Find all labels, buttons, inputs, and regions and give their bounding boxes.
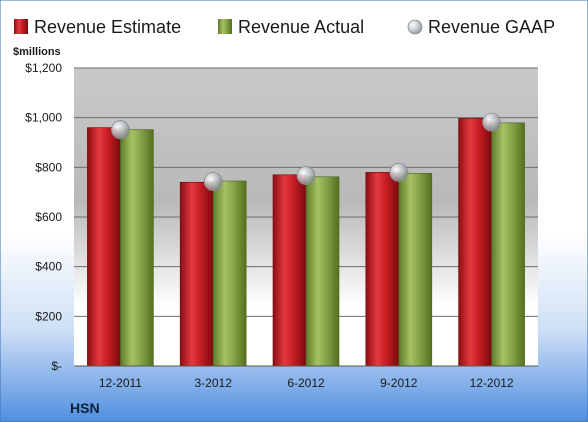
bar-revenue-actual xyxy=(120,129,154,367)
marker-revenue-gaap xyxy=(389,162,409,182)
x-tick-label: 3-2012 xyxy=(195,376,233,390)
x-tick-label: 9-2012 xyxy=(380,376,418,390)
company-label: HSN xyxy=(70,400,100,416)
legend-label: Revenue Actual xyxy=(238,17,364,37)
y-tick-label: $- xyxy=(51,359,62,373)
y-tick-label: $800 xyxy=(35,160,62,174)
bar-revenue-actual xyxy=(305,176,340,367)
bar-revenue-actual xyxy=(398,172,433,367)
legend-swatch xyxy=(14,19,28,34)
legend-label: Revenue Estimate xyxy=(34,17,181,37)
y-tick-label: $400 xyxy=(35,260,62,274)
y-tick-label: $1,000 xyxy=(25,111,62,125)
y-axis-ticks: $- $200 $400 $600 $800 $1,000 $1,200 xyxy=(25,61,62,373)
marker-revenue-gaap xyxy=(482,112,502,132)
marker-revenue-gaap xyxy=(111,120,130,139)
y-tick-label: $600 xyxy=(35,210,62,224)
legend: Revenue Estimate Revenue Actual Revenue GA… xyxy=(14,17,555,37)
bar-revenue-actual xyxy=(491,122,525,367)
bar-revenue-estimate xyxy=(179,181,214,367)
marker-revenue-gaap xyxy=(296,166,316,185)
bar-revenue-estimate xyxy=(458,118,492,367)
legend-label: Revenue GAAP xyxy=(428,17,555,37)
gaap-markers xyxy=(111,112,502,191)
y-tick-label: $1,200 xyxy=(25,61,62,75)
y-tick-label: $200 xyxy=(35,309,62,323)
marker-revenue-gaap xyxy=(203,172,223,191)
bar-revenue-estimate xyxy=(365,172,400,367)
x-tick-label: 12-2011 xyxy=(99,376,142,390)
x-axis-ticks: 12-2011 3-2012 6-2012 9-2012 12-2012 xyxy=(99,376,514,390)
bar-revenue-estimate xyxy=(272,174,307,367)
y-axis-label: $millions xyxy=(13,46,61,58)
x-tick-label: 12-2012 xyxy=(470,376,514,390)
x-tick-label: 6-2012 xyxy=(287,376,325,390)
bars xyxy=(87,118,525,367)
legend-swatch xyxy=(407,19,423,35)
legend-swatch xyxy=(218,19,232,34)
bar-revenue-actual xyxy=(212,180,247,367)
bar-revenue-estimate xyxy=(87,127,121,367)
